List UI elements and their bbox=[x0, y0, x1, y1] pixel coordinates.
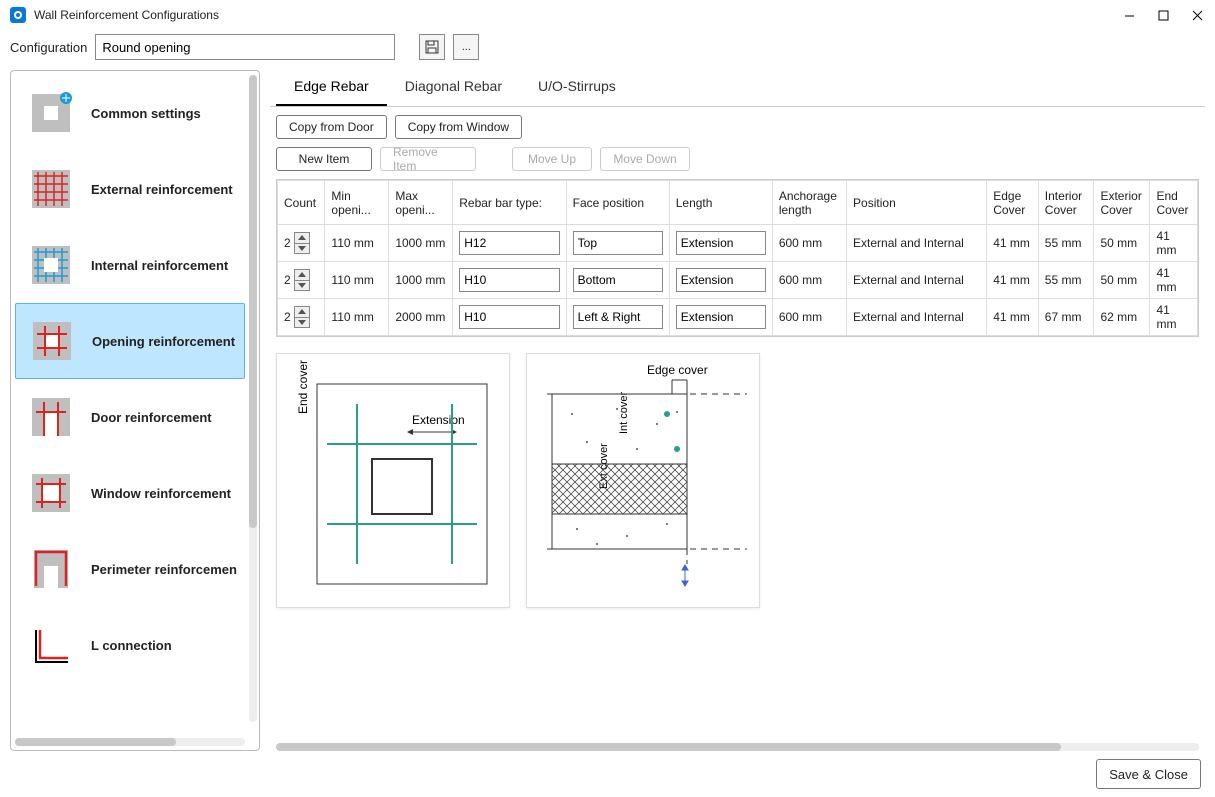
sidebar-item-label: Internal reinforcement bbox=[91, 258, 239, 273]
svg-text:Edge cover: Edge cover bbox=[647, 363, 708, 377]
sidebar-item-label: Common settings bbox=[91, 106, 239, 121]
config-label: Configuration bbox=[10, 40, 87, 55]
sidebar-vscrollbar[interactable] bbox=[249, 75, 257, 722]
perimeter-icon bbox=[21, 539, 81, 599]
config-input[interactable] bbox=[95, 34, 395, 60]
rebar-type-input[interactable] bbox=[459, 268, 559, 292]
spin-down-icon[interactable] bbox=[295, 281, 309, 291]
count-value: 2 bbox=[284, 273, 291, 287]
opening-icon bbox=[22, 311, 82, 371]
count-spinner[interactable] bbox=[294, 306, 310, 328]
window-title: Wall Reinforcement Configurations bbox=[34, 8, 219, 22]
sidebar-item-external[interactable]: External reinforcement bbox=[15, 151, 245, 227]
sidebar-item-window[interactable]: Window reinforcement bbox=[15, 455, 245, 531]
face-position-input[interactable] bbox=[573, 305, 663, 329]
save-close-button[interactable]: Save & Close bbox=[1096, 759, 1201, 789]
move-down-button[interactable]: Move Down bbox=[600, 147, 690, 171]
tab-edge-rebar[interactable]: Edge Rebar bbox=[276, 70, 387, 106]
face-position-input[interactable] bbox=[573, 231, 663, 255]
sidebar-item-common[interactable]: Common settings bbox=[15, 75, 245, 151]
col-11[interactable]: End Cover bbox=[1150, 181, 1198, 225]
sidebar-item-label: Window reinforcement bbox=[91, 486, 239, 501]
svg-text:End cover: End cover bbox=[296, 360, 310, 414]
copy-from-window-button[interactable]: Copy from Window bbox=[395, 115, 522, 139]
titlebar: Wall Reinforcement Configurations bbox=[0, 0, 1215, 30]
sidebar-item-label: Perimeter reinforcemen bbox=[91, 562, 239, 577]
sidebar-item-label: External reinforcement bbox=[91, 182, 239, 197]
config-row: Configuration ... bbox=[0, 30, 1215, 64]
col-4[interactable]: Face position bbox=[566, 181, 669, 225]
col-9[interactable]: Interior Cover bbox=[1038, 181, 1094, 225]
spin-down-icon[interactable] bbox=[295, 244, 309, 254]
item-buttons: New Item Remove Item Move Up Move Down bbox=[270, 139, 1205, 171]
remove-item-button[interactable]: Remove Item bbox=[380, 147, 476, 171]
common-icon bbox=[21, 83, 81, 143]
spin-up-icon[interactable] bbox=[295, 233, 309, 244]
content: Edge RebarDiagonal RebarU/O-Stirrups Cop… bbox=[270, 70, 1205, 751]
tab-u-o-stirrups[interactable]: U/O-Stirrups bbox=[520, 70, 634, 106]
col-3[interactable]: Rebar bar type: bbox=[453, 181, 566, 225]
col-1[interactable]: Min openi... bbox=[325, 181, 389, 225]
col-2[interactable]: Max openi... bbox=[389, 181, 453, 225]
count-value: 2 bbox=[284, 310, 291, 324]
close-button[interactable] bbox=[1189, 7, 1205, 23]
count-spinner[interactable] bbox=[294, 232, 310, 254]
tab-diagonal-rebar[interactable]: Diagonal Rebar bbox=[387, 70, 520, 106]
length-input[interactable] bbox=[676, 305, 766, 329]
footer: Save & Close bbox=[0, 751, 1215, 797]
copy-buttons: Copy from Door Copy from Window bbox=[270, 107, 1205, 139]
col-5[interactable]: Length bbox=[669, 181, 772, 225]
sidebar-item-label: Opening reinforcement bbox=[92, 334, 238, 349]
col-7[interactable]: Position bbox=[847, 181, 987, 225]
door-icon bbox=[21, 387, 81, 447]
more-button[interactable]: ... bbox=[453, 34, 479, 60]
new-item-button[interactable]: New Item bbox=[276, 147, 372, 171]
sidebar-item-internal[interactable]: Internal reinforcement bbox=[15, 227, 245, 303]
length-input[interactable] bbox=[676, 231, 766, 255]
diagrams: End cover Extension Edge cover bbox=[270, 337, 1205, 624]
table-row: 2110 mm1000 mm600 mmExternal and Interna… bbox=[278, 225, 1198, 262]
col-8[interactable]: Edge Cover bbox=[987, 181, 1039, 225]
table-row: 2110 mm1000 mm600 mmExternal and Interna… bbox=[278, 262, 1198, 299]
lconn-icon bbox=[21, 615, 81, 675]
col-6[interactable]: Anchorage length bbox=[772, 181, 846, 225]
table-row: 2110 mm2000 mm600 mmExternal and Interna… bbox=[278, 299, 1198, 336]
sidebar-hscrollbar[interactable] bbox=[15, 738, 245, 746]
sidebar-item-perimeter[interactable]: Perimeter reinforcemen bbox=[15, 531, 245, 607]
copy-from-door-button[interactable]: Copy from Door bbox=[276, 115, 387, 139]
rebar-type-input[interactable] bbox=[459, 231, 559, 255]
move-up-button[interactable]: Move Up bbox=[512, 147, 592, 171]
count-spinner[interactable] bbox=[294, 269, 310, 291]
minimize-button[interactable] bbox=[1121, 7, 1137, 23]
rebar-type-input[interactable] bbox=[459, 305, 559, 329]
col-10[interactable]: Exterior Cover bbox=[1094, 181, 1150, 225]
svg-text:Extension: Extension bbox=[412, 413, 465, 427]
diagram-extension: End cover Extension bbox=[276, 353, 510, 608]
sidebar-item-lconn[interactable]: L connection bbox=[15, 607, 245, 683]
col-0[interactable]: Count bbox=[278, 181, 325, 225]
external-icon bbox=[21, 159, 81, 219]
spin-up-icon[interactable] bbox=[295, 307, 309, 318]
maximize-button[interactable] bbox=[1155, 7, 1171, 23]
sidebar-item-opening[interactable]: Opening reinforcement bbox=[15, 303, 245, 379]
sidebar-item-label: L connection bbox=[91, 638, 239, 653]
spin-up-icon[interactable] bbox=[295, 270, 309, 281]
save-icon-button[interactable] bbox=[419, 34, 445, 60]
sidebar-item-label: Door reinforcement bbox=[91, 410, 239, 425]
face-position-input[interactable] bbox=[573, 268, 663, 292]
rebar-table: CountMin openi...Max openi...Rebar bar t… bbox=[276, 179, 1199, 337]
internal-icon bbox=[21, 235, 81, 295]
sidebar-item-door[interactable]: Door reinforcement bbox=[15, 379, 245, 455]
diagram-covers: Edge cover Int cover Ext cover bbox=[526, 353, 760, 608]
app-icon bbox=[10, 7, 26, 23]
sidebar: Common settings External reinforcement Int… bbox=[10, 70, 260, 751]
spin-down-icon[interactable] bbox=[295, 318, 309, 328]
count-value: 2 bbox=[284, 236, 291, 250]
tabs: Edge RebarDiagonal RebarU/O-Stirrups bbox=[270, 70, 1205, 107]
length-input[interactable] bbox=[676, 268, 766, 292]
content-hscrollbar[interactable] bbox=[276, 743, 1199, 751]
window-icon bbox=[21, 463, 81, 523]
svg-text:Int cover: Int cover bbox=[618, 391, 630, 434]
